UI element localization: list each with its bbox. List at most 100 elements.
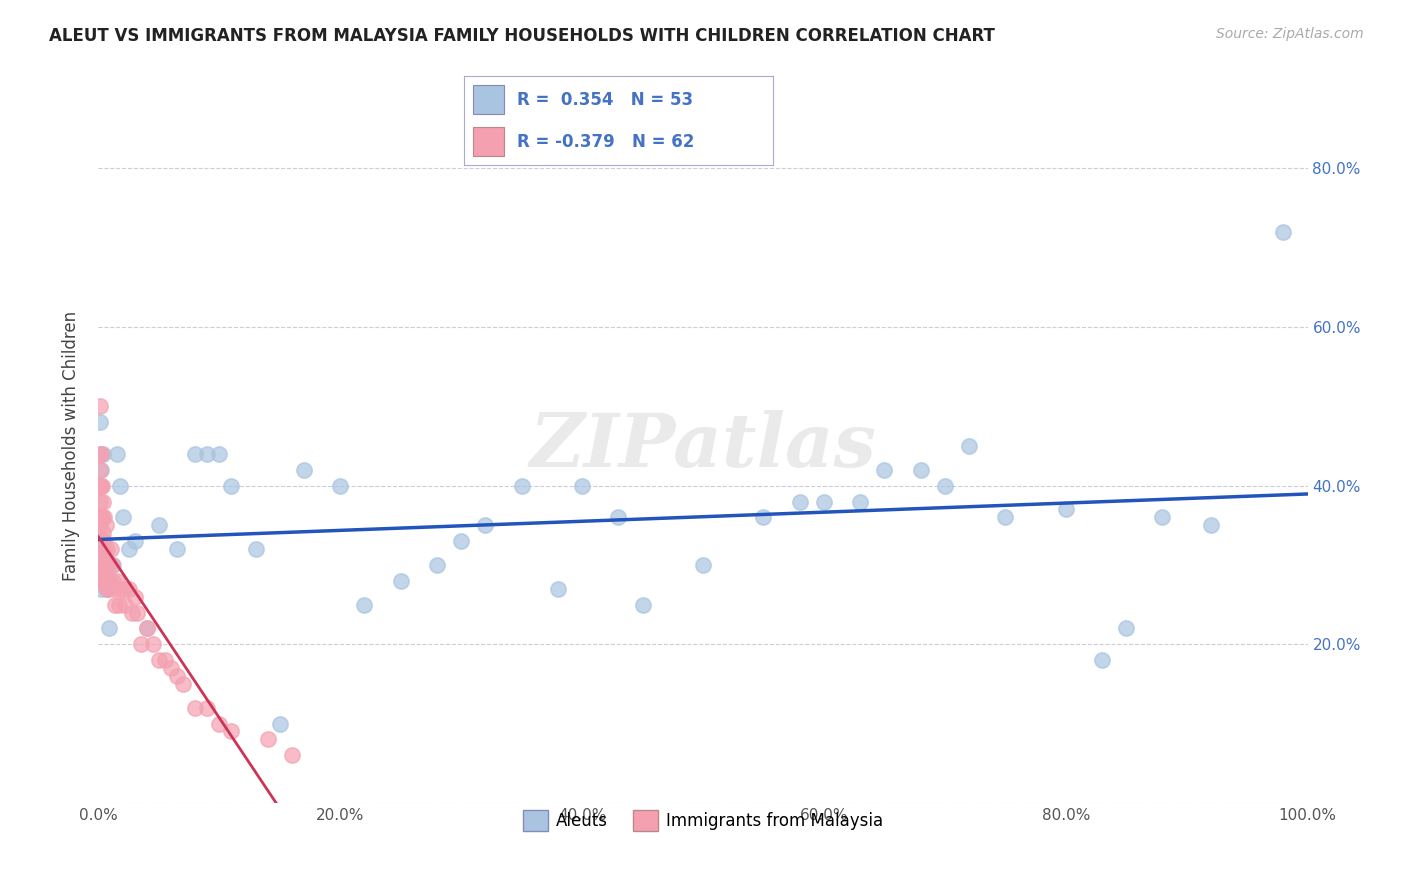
Point bbox=[114, 598, 136, 612]
Point bbox=[148, 653, 170, 667]
Point bbox=[98, 621, 121, 635]
Point bbox=[184, 700, 207, 714]
Point bbox=[101, 574, 124, 588]
Point bbox=[426, 558, 449, 572]
Point bbox=[292, 463, 315, 477]
Point bbox=[98, 574, 121, 588]
Point bbox=[90, 447, 112, 461]
Point bbox=[94, 558, 117, 572]
Point bbox=[571, 478, 593, 492]
Point bbox=[994, 510, 1017, 524]
Point bbox=[148, 518, 170, 533]
Point bbox=[256, 732, 278, 747]
Point bbox=[166, 669, 188, 683]
Text: R =  0.354   N = 53: R = 0.354 N = 53 bbox=[516, 91, 693, 109]
Point bbox=[166, 542, 188, 557]
Point bbox=[89, 558, 111, 572]
Point bbox=[105, 574, 128, 588]
Point bbox=[94, 518, 117, 533]
Point bbox=[89, 400, 111, 414]
Point bbox=[1115, 621, 1137, 635]
Point bbox=[93, 510, 115, 524]
Point bbox=[329, 478, 352, 492]
Point bbox=[160, 661, 183, 675]
Point bbox=[450, 534, 472, 549]
Point bbox=[1054, 502, 1077, 516]
Point bbox=[104, 598, 127, 612]
Point bbox=[90, 463, 112, 477]
Point bbox=[89, 494, 111, 508]
Point bbox=[813, 494, 835, 508]
Point bbox=[101, 558, 124, 572]
Point bbox=[934, 478, 956, 492]
Point bbox=[269, 716, 291, 731]
Point bbox=[172, 677, 194, 691]
Point bbox=[90, 510, 112, 524]
Point bbox=[547, 582, 569, 596]
Point bbox=[111, 510, 134, 524]
Point bbox=[221, 478, 243, 492]
Point bbox=[111, 582, 134, 596]
Point bbox=[124, 590, 146, 604]
Point bbox=[90, 558, 112, 572]
Point bbox=[91, 558, 114, 572]
Point bbox=[90, 574, 112, 588]
Point bbox=[91, 510, 114, 524]
Point bbox=[692, 558, 714, 572]
Point bbox=[89, 463, 111, 477]
Point bbox=[124, 534, 146, 549]
Point bbox=[97, 574, 120, 588]
Point bbox=[94, 582, 117, 596]
Point bbox=[91, 447, 114, 461]
Text: ZIPatlas: ZIPatlas bbox=[530, 409, 876, 483]
Point bbox=[184, 447, 207, 461]
Point bbox=[752, 510, 775, 524]
Point bbox=[135, 621, 157, 635]
Point bbox=[221, 724, 243, 739]
Legend: Aleuts, Immigrants from Malaysia: Aleuts, Immigrants from Malaysia bbox=[516, 804, 890, 838]
Point bbox=[89, 534, 111, 549]
Y-axis label: Family Households with Children: Family Households with Children bbox=[62, 311, 80, 581]
Point bbox=[245, 542, 267, 557]
Point bbox=[93, 574, 115, 588]
Point bbox=[849, 494, 872, 508]
Point bbox=[208, 716, 231, 731]
Point bbox=[89, 510, 111, 524]
Point bbox=[96, 582, 118, 596]
Point bbox=[510, 478, 533, 492]
Point bbox=[100, 558, 122, 572]
FancyBboxPatch shape bbox=[474, 127, 505, 156]
Point bbox=[91, 534, 114, 549]
Point bbox=[195, 700, 218, 714]
Point bbox=[389, 574, 412, 588]
Point bbox=[89, 415, 111, 429]
Point bbox=[89, 447, 111, 461]
Point bbox=[1091, 653, 1114, 667]
Point bbox=[91, 478, 114, 492]
Point bbox=[474, 518, 496, 533]
Point bbox=[127, 606, 149, 620]
Point bbox=[103, 582, 125, 596]
Point bbox=[108, 478, 131, 492]
Point bbox=[96, 542, 118, 557]
Point bbox=[93, 534, 115, 549]
Point bbox=[91, 494, 114, 508]
Point bbox=[1272, 225, 1295, 239]
Point bbox=[118, 542, 141, 557]
Point bbox=[142, 637, 165, 651]
Point bbox=[118, 582, 141, 596]
Point bbox=[1199, 518, 1222, 533]
Point bbox=[89, 549, 111, 564]
Point bbox=[97, 582, 120, 596]
Point bbox=[93, 542, 115, 557]
Point bbox=[90, 582, 112, 596]
Point bbox=[108, 598, 131, 612]
Point bbox=[353, 598, 375, 612]
Point bbox=[153, 653, 176, 667]
Point bbox=[90, 534, 112, 549]
Point bbox=[108, 582, 131, 596]
Point bbox=[90, 478, 112, 492]
Point bbox=[957, 439, 980, 453]
Point bbox=[105, 447, 128, 461]
Point bbox=[281, 748, 304, 763]
